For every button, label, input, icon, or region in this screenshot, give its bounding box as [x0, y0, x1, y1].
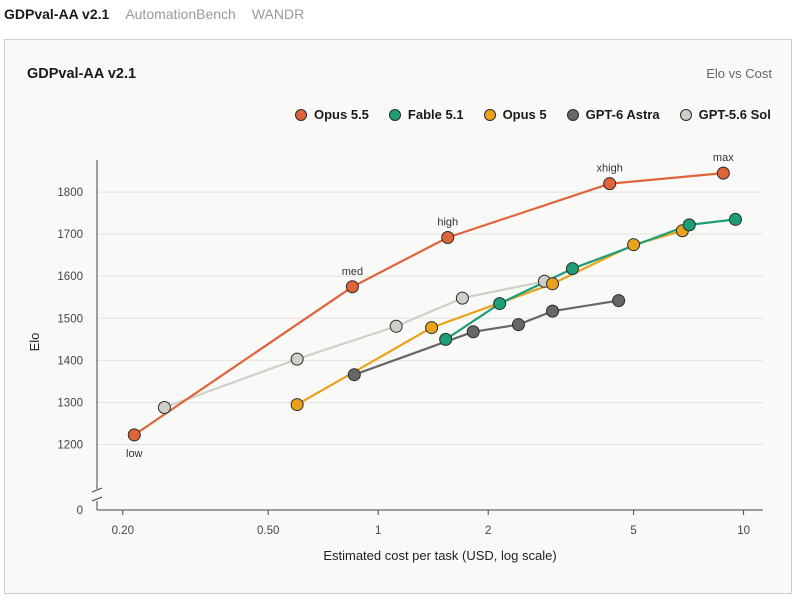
data-point — [565, 262, 579, 276]
series-line — [133, 172, 724, 436]
y-tick-label: 1700 — [57, 229, 83, 241]
chart-card: GDPval-AA v2.1 Elo vs Cost Opus 5.5 Fabl… — [4, 39, 792, 594]
data-label: high — [437, 217, 458, 229]
chart-legend: Opus 5.5 Fable 5.1 Opus 5 GPT-6 Astra GP… — [295, 107, 771, 122]
data-point — [682, 218, 696, 232]
x-tick-label: 10 — [737, 525, 750, 537]
x-tick-label: 2 — [485, 525, 491, 537]
data-point — [425, 321, 439, 335]
data-point — [347, 368, 361, 382]
legend-item-fable-5-1[interactable]: Fable 5.1 — [388, 107, 464, 122]
axis-break-gap — [92, 489, 102, 501]
y-axis-label: Elo — [27, 333, 42, 352]
x-tick-label: 0.50 — [257, 525, 279, 537]
y-tick-label: 1400 — [57, 355, 83, 367]
data-point — [603, 177, 617, 191]
data-point — [157, 401, 171, 415]
legend-label: GPT-6 Astra — [585, 107, 660, 122]
data-point — [466, 325, 480, 339]
axis-break-icon — [91, 487, 103, 502]
legend-item-opus-5[interactable]: Opus 5 — [483, 107, 547, 122]
legend-item-gpt-6-astra[interactable]: GPT-6 Astra — [566, 107, 660, 122]
x-tick-label: 1 — [375, 525, 381, 537]
x-tick-label: 5 — [630, 525, 636, 537]
y-tick-label: 1200 — [57, 440, 83, 452]
series-line — [445, 218, 736, 341]
y-tick-label: 1800 — [57, 187, 83, 199]
data-label: low — [126, 448, 143, 460]
y-tick-label: 0 — [77, 505, 83, 517]
legend-swatch — [295, 108, 307, 121]
tab-gdpval[interactable]: GDPval-AA v2.1 — [4, 6, 110, 22]
data-point — [441, 231, 455, 245]
y-tick-label: 1300 — [57, 397, 83, 409]
x-tick-label: 0.20 — [112, 525, 134, 537]
data-point — [345, 280, 359, 294]
data-point — [728, 212, 742, 226]
legend-label: GPT-5.6 Sol — [698, 107, 771, 122]
legend-label: Opus 5 — [502, 107, 547, 122]
legend-item-opus-5-5[interactable]: Opus 5.5 — [295, 107, 369, 122]
data-point — [716, 166, 730, 180]
legend-swatch — [566, 108, 579, 121]
legend-swatch — [483, 108, 496, 121]
y-tick-label: 1500 — [57, 313, 83, 325]
tab-wandr[interactable]: WANDR — [251, 6, 305, 22]
y-tick-label: 1600 — [57, 271, 83, 283]
data-point — [389, 319, 403, 333]
data-point — [493, 297, 507, 311]
data-point — [546, 277, 560, 291]
tab-bar: GDPval-AA v2.1 AutomationBench WANDR — [4, 6, 304, 22]
data-label: xhigh — [597, 163, 623, 175]
data-point — [439, 332, 453, 346]
data-label: med — [342, 266, 363, 278]
data-label: max — [713, 152, 734, 164]
data-point — [627, 238, 641, 252]
data-point — [290, 398, 304, 412]
legend-label: Opus 5.5 — [314, 107, 369, 122]
tab-automationbench[interactable]: AutomationBench — [125, 6, 236, 22]
data-point — [455, 291, 469, 305]
data-point — [290, 352, 304, 366]
chart-subtitle: Elo vs Cost — [706, 66, 772, 81]
chart-plot: 1200 1300 1400 1500 1600 1700 1800 0 0.20 0.50 1 2 5… — [27, 152, 763, 563]
series-line — [164, 280, 545, 409]
data-point — [546, 304, 560, 318]
legend-swatch — [679, 108, 692, 121]
legend-label: Fable 5.1 — [407, 107, 464, 122]
legend-swatch — [388, 108, 401, 121]
legend-item-gpt-5-6-sol[interactable]: GPT-5.6 Sol — [679, 107, 771, 122]
x-axis-label: Estimated cost per task (USD, log scale) — [323, 548, 556, 563]
data-point — [612, 294, 626, 308]
data-point — [511, 318, 525, 332]
chart-title: GDPval-AA v2.1 — [27, 66, 137, 82]
data-point — [127, 428, 141, 442]
